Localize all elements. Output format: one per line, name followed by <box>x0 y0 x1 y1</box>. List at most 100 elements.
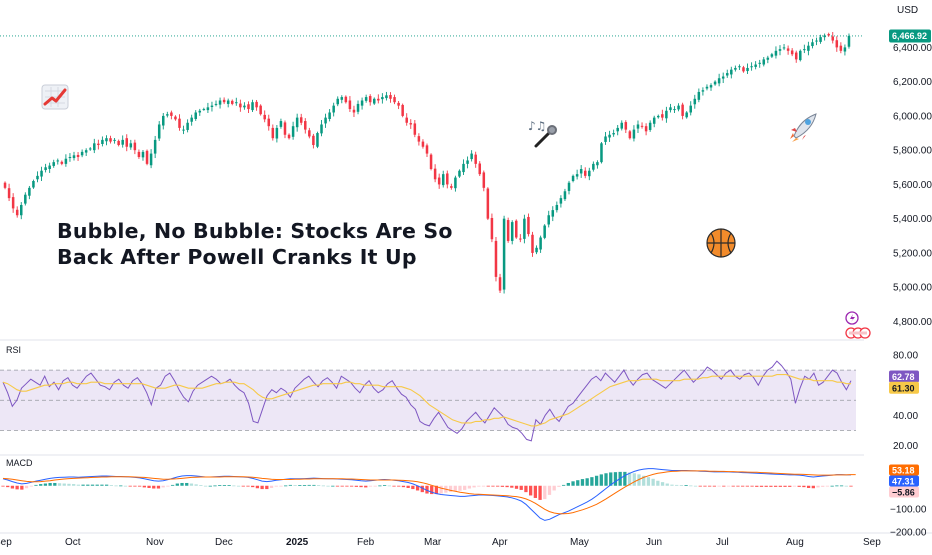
candle-body <box>80 151 84 156</box>
rsi-tick-label: 80.00 <box>893 351 918 362</box>
macd-histogram-bar <box>392 485 396 487</box>
macd-histogram-bar <box>114 485 118 487</box>
candle-body <box>535 247 538 253</box>
candle-body <box>620 122 624 129</box>
macd-histogram-bar <box>557 485 561 487</box>
macd-histogram-bar <box>632 473 636 486</box>
candle-body <box>372 98 376 104</box>
candle-body <box>657 115 660 118</box>
y-axes: 4,800.00 5,000.00 5,200.00 5,400.00 5,600.00… <box>889 29 932 539</box>
macd-histogram-bar <box>387 485 391 487</box>
macd-histogram-bar <box>439 485 443 494</box>
x-tick-label: Jul <box>716 537 729 548</box>
macd-histogram-bar <box>298 485 302 486</box>
macd-histogram-bar <box>265 485 269 490</box>
x-tick-label: Jun <box>646 537 662 548</box>
candle-body <box>251 102 254 111</box>
macd-histogram-bar <box>152 485 156 489</box>
macd-histogram-bar <box>15 485 19 490</box>
macd-histogram-bar <box>670 484 674 486</box>
candle-body <box>40 170 43 177</box>
candle-body <box>117 140 120 146</box>
candle-body <box>579 169 583 174</box>
candle-body <box>746 67 749 72</box>
macd-histogram-bar <box>170 484 175 486</box>
candle-body <box>563 191 567 200</box>
candle-body <box>72 155 76 159</box>
candle-body <box>198 110 202 113</box>
candle-body <box>799 50 802 61</box>
candle-body <box>693 98 697 105</box>
macd-histogram-bar <box>755 485 759 487</box>
macd-histogram-bar <box>166 485 170 487</box>
macd-histogram-bar <box>39 484 43 486</box>
candle-body <box>417 136 421 142</box>
candle-body <box>567 182 571 191</box>
macd-histogram-bar <box>307 484 311 486</box>
candle-body <box>348 100 352 110</box>
macd-histogram-bar <box>203 485 208 487</box>
candle-body <box>827 34 830 36</box>
macd-histogram-bar <box>142 485 146 488</box>
macd-histogram-bar <box>467 485 472 489</box>
macd-histogram-bar <box>514 485 519 489</box>
candle-body <box>778 49 782 51</box>
macd-histogram-bar <box>806 485 811 488</box>
macd-histogram-bar <box>594 475 599 486</box>
candle-body <box>713 81 717 85</box>
macd-histogram-bar <box>269 485 274 488</box>
macd-tick-label: −100.00 <box>890 504 927 515</box>
macd-histogram-bar <box>726 485 731 487</box>
candle-body <box>24 194 27 204</box>
macd-histogram-bar <box>802 485 806 488</box>
candle-body <box>441 174 445 186</box>
candle-body <box>543 225 546 238</box>
headline-line-2: Back After Powell Cranks It Up <box>57 245 417 269</box>
macd-histogram-bar <box>378 485 382 487</box>
macd-histogram-bar <box>552 485 556 491</box>
candle-body <box>551 210 555 217</box>
flash-icon[interactable] <box>845 311 859 325</box>
macd-histogram-bar <box>637 474 641 486</box>
macd-histogram-bar <box>425 485 429 494</box>
candle-body <box>190 117 193 122</box>
candle-body <box>214 103 218 105</box>
candle-body <box>519 238 522 240</box>
candle-body <box>482 172 486 188</box>
macd-histogram-bar <box>326 485 330 487</box>
macd-histogram-bar <box>458 485 462 491</box>
macd-histogram-bar <box>783 485 787 487</box>
candle-body <box>665 110 668 119</box>
last-price-label: 6,466.92 <box>892 31 927 41</box>
candle-body <box>397 102 400 106</box>
candle-body <box>612 133 615 135</box>
candle-body <box>835 40 839 48</box>
macd-histogram-bar <box>773 485 778 487</box>
macd-histogram-bar <box>218 485 222 486</box>
macd-histogram-bar <box>349 485 354 487</box>
events-icon[interactable] <box>845 327 871 339</box>
candle-body <box>640 125 644 127</box>
candle-body <box>782 47 786 49</box>
candle-body <box>149 153 153 166</box>
candle-body <box>202 109 206 111</box>
candle-body <box>673 109 676 111</box>
macd-histogram-bar <box>86 484 90 486</box>
candle-body <box>113 139 116 141</box>
candle-body <box>583 170 587 176</box>
candle-body <box>790 50 794 55</box>
candle-body <box>766 57 770 60</box>
rocket-icon <box>790 113 817 142</box>
candle-body <box>28 187 31 196</box>
candle-body <box>263 114 266 120</box>
macd-histogram-bar <box>6 485 10 488</box>
basketball-icon <box>706 228 736 258</box>
candle-body <box>811 42 814 47</box>
macd-histogram-bar <box>613 472 618 486</box>
macd-histogram-bar <box>830 485 834 487</box>
candle-body <box>52 162 55 166</box>
macd-histogram-bar <box>260 485 264 490</box>
candle-body <box>819 37 822 42</box>
macd-histogram-bar <box>481 485 486 487</box>
macd-histogram-bar <box>189 483 194 486</box>
